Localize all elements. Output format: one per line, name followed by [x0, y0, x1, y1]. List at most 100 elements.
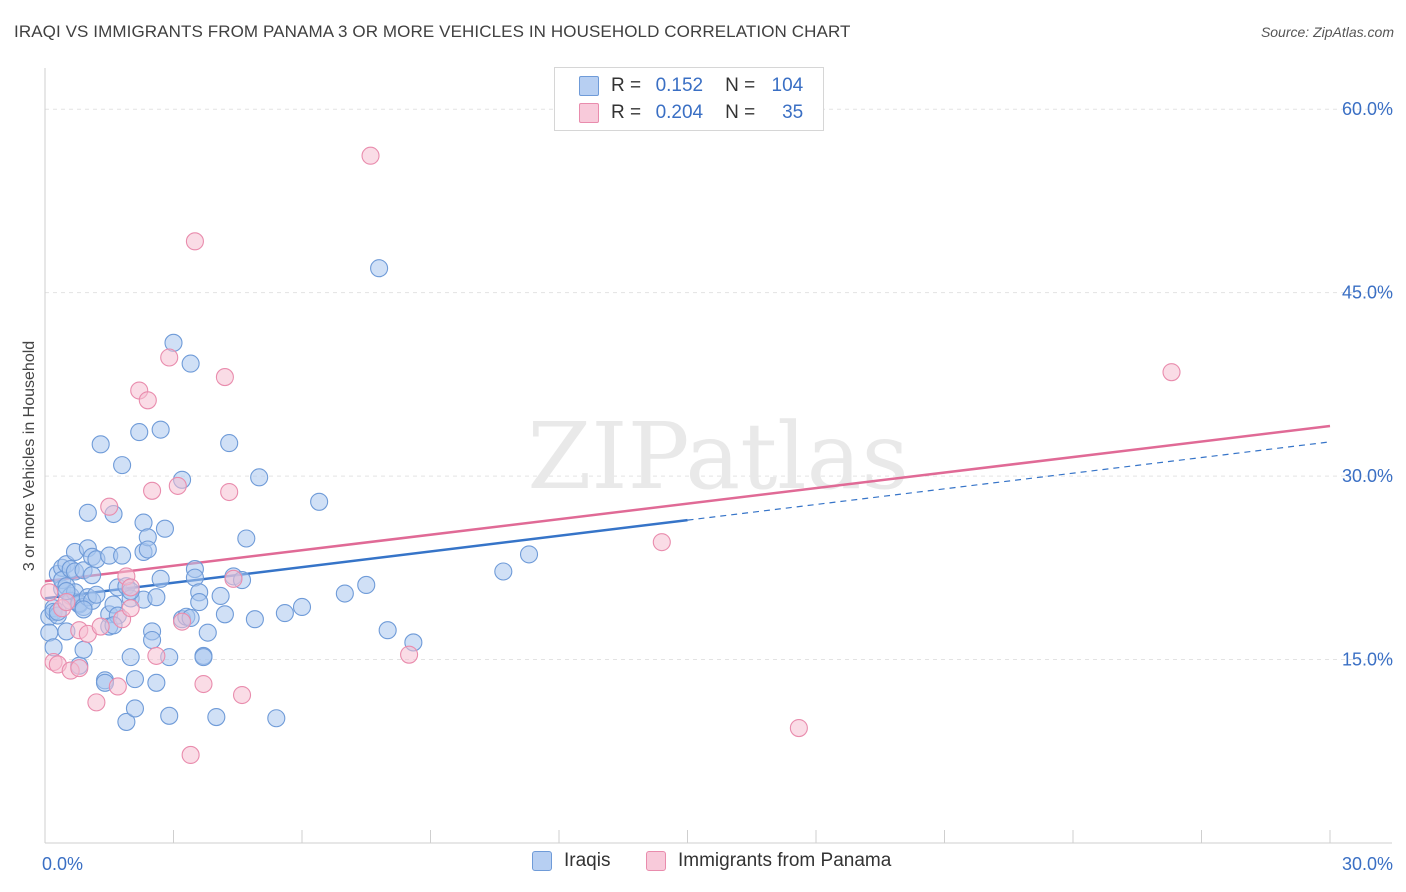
- x-tick-label: 30.0%: [1342, 854, 1393, 874]
- iraqi-point: [155, 519, 174, 538]
- iraqi-point: [130, 423, 149, 442]
- legend-r-label: R =: [611, 102, 642, 123]
- panama-point: [194, 674, 213, 694]
- panama-point: [138, 391, 157, 410]
- legend-r-label: R =: [611, 75, 642, 96]
- panama-point: [1162, 363, 1181, 382]
- iraqi-point: [275, 604, 294, 623]
- stats-legend: R = 0.152 N = 104 R = 0.204 N = 35: [554, 67, 824, 131]
- iraqi-point: [494, 562, 513, 581]
- iraqi-point: [190, 593, 209, 612]
- bottom-legend-label-panama: Immigrants from Panama: [678, 850, 892, 871]
- chart-source: Source: ZipAtlas.com: [1260, 24, 1394, 40]
- iraqi-point: [147, 673, 166, 692]
- trend-line-iraqis: [44, 518, 688, 600]
- data-points: [40, 146, 1181, 764]
- y-tick-label: 15.0%: [1342, 650, 1393, 670]
- iraqi-point: [267, 709, 286, 728]
- panama-point: [173, 612, 192, 631]
- trend-line-iraqis-extension: [687, 441, 1331, 521]
- iraqi-point: [194, 648, 213, 667]
- iraqi-point: [147, 588, 166, 607]
- legend-row-iraqis: R = 0.152 N = 104: [579, 74, 803, 98]
- iraqi-point: [211, 586, 230, 606]
- panama-point: [108, 677, 127, 696]
- panama-point: [87, 693, 106, 712]
- iraqi-point: [220, 434, 239, 453]
- panama-point: [70, 659, 89, 678]
- legend-n-label: N =: [725, 75, 756, 96]
- iraqi-point: [143, 630, 162, 650]
- iraqi-point: [519, 545, 539, 564]
- iraqi-point: [250, 468, 269, 487]
- legend-r-value-iraqis: 0.152: [655, 75, 704, 96]
- watermark: ZIPatlas: [527, 403, 908, 510]
- iraqi-point: [310, 492, 329, 511]
- legend-n-value-iraqis: 104: [771, 75, 804, 96]
- trend-lines: [44, 424, 1331, 600]
- iraqi-point: [160, 706, 179, 725]
- iraqi-point: [125, 699, 144, 718]
- panama-point: [652, 533, 671, 552]
- panama-point: [400, 645, 419, 664]
- iraqi-point: [237, 529, 256, 548]
- legend-swatch-iraqis: [579, 76, 599, 96]
- y-tick-label: 30.0%: [1342, 466, 1393, 486]
- panama-point: [143, 481, 162, 500]
- iraqi-point: [74, 600, 93, 619]
- legend-row-panama: R = 0.204 N = 35: [579, 101, 803, 125]
- panama-point: [361, 146, 380, 165]
- iraqi-point: [125, 670, 144, 689]
- iraqi-point: [91, 435, 110, 454]
- bottom-legend-panama: Immigrants from Panama: [646, 850, 891, 872]
- chart-title: IRAQI VS IMMIGRANTS FROM PANAMA 3 OR MOR…: [14, 22, 851, 41]
- panama-point: [160, 348, 179, 367]
- iraqi-point: [207, 707, 226, 727]
- bottom-legend-swatch-iraqis: [532, 851, 552, 871]
- y-tick-label: 60.0%: [1342, 99, 1393, 119]
- panama-point: [168, 476, 187, 495]
- iraqi-point: [151, 569, 170, 588]
- panama-point: [789, 718, 808, 738]
- panama-point: [40, 583, 59, 602]
- gridlines: [45, 108, 1392, 661]
- x-tick-label: 0.0%: [42, 854, 83, 874]
- legend-swatch-panama: [579, 103, 599, 123]
- iraqi-point: [78, 503, 97, 522]
- iraqi-point: [117, 712, 136, 731]
- legend-n-label: N =: [725, 102, 756, 123]
- bottom-legend-iraqis: Iraqis: [532, 850, 610, 872]
- panama-point: [100, 497, 119, 516]
- panama-point: [181, 745, 200, 764]
- iraqi-point: [113, 456, 132, 475]
- panama-point: [220, 482, 239, 502]
- panama-point: [215, 368, 234, 387]
- iraqi-point: [378, 621, 397, 640]
- iraqi-point: [245, 610, 264, 629]
- iraqi-point: [87, 585, 106, 604]
- panama-point: [121, 578, 140, 597]
- iraqi-point: [215, 605, 234, 624]
- trend-line-panama: [44, 424, 1331, 583]
- iraqi-point: [74, 640, 93, 659]
- bottom-legend-label-iraqis: Iraqis: [564, 850, 611, 871]
- axes: [44, 68, 1392, 844]
- iraqi-point: [138, 540, 157, 559]
- bottom-legend-swatch-panama: [646, 851, 666, 871]
- iraqi-point: [370, 259, 389, 278]
- iraqi-point: [292, 597, 312, 617]
- panama-point: [185, 232, 204, 251]
- iraqi-point: [83, 566, 102, 585]
- panama-point: [121, 599, 140, 618]
- y-tick-label: 45.0%: [1342, 283, 1393, 303]
- panama-point: [147, 646, 166, 665]
- legend-r-value-panama: 0.204: [655, 102, 704, 123]
- panama-point: [57, 593, 76, 612]
- iraqi-point: [335, 584, 354, 603]
- iraqi-point: [121, 648, 140, 667]
- tick-labels: 15.0% 30.0% 45.0% 60.0% 0.0% 30.0%: [42, 99, 1393, 874]
- iraqi-point: [357, 575, 376, 595]
- panama-point: [232, 685, 252, 705]
- iraqi-point: [181, 354, 200, 373]
